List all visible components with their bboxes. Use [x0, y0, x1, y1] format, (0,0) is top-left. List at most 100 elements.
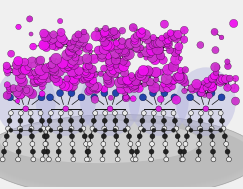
Circle shape [119, 81, 127, 88]
Circle shape [208, 90, 215, 97]
Circle shape [156, 51, 165, 60]
Circle shape [17, 90, 23, 97]
Circle shape [96, 34, 103, 41]
Circle shape [16, 157, 21, 162]
Circle shape [69, 77, 75, 83]
Circle shape [225, 59, 230, 64]
Circle shape [57, 90, 63, 97]
Circle shape [64, 76, 70, 82]
Circle shape [100, 157, 105, 162]
Circle shape [180, 36, 188, 43]
Ellipse shape [0, 119, 243, 189]
Circle shape [207, 87, 212, 92]
Circle shape [122, 111, 127, 115]
Circle shape [130, 83, 139, 92]
Circle shape [39, 84, 45, 90]
Circle shape [164, 33, 169, 38]
Circle shape [62, 50, 73, 60]
Circle shape [58, 126, 62, 131]
Circle shape [58, 118, 63, 123]
Circle shape [158, 47, 164, 53]
Circle shape [34, 75, 43, 85]
Circle shape [83, 63, 90, 70]
Circle shape [166, 47, 173, 54]
Circle shape [100, 28, 109, 36]
Circle shape [170, 76, 178, 84]
Circle shape [188, 85, 197, 93]
Circle shape [159, 56, 167, 64]
Circle shape [16, 24, 21, 30]
Circle shape [157, 96, 164, 103]
Ellipse shape [0, 120, 243, 189]
Circle shape [197, 90, 204, 97]
Circle shape [201, 80, 206, 85]
Circle shape [58, 18, 63, 24]
Circle shape [168, 35, 175, 41]
Circle shape [139, 126, 143, 131]
Circle shape [43, 142, 48, 146]
Circle shape [179, 157, 184, 162]
Circle shape [3, 91, 11, 100]
Circle shape [43, 43, 51, 52]
Circle shape [140, 36, 146, 42]
Circle shape [27, 57, 38, 68]
Circle shape [124, 77, 132, 85]
Circle shape [164, 40, 170, 47]
Ellipse shape [0, 67, 56, 136]
Ellipse shape [0, 119, 243, 189]
Circle shape [41, 31, 52, 42]
Circle shape [115, 157, 120, 162]
Circle shape [48, 111, 53, 115]
Circle shape [115, 77, 125, 88]
Circle shape [214, 64, 220, 70]
Circle shape [117, 86, 124, 93]
Circle shape [82, 54, 92, 64]
Circle shape [163, 83, 173, 92]
Circle shape [17, 142, 21, 146]
Circle shape [104, 32, 111, 38]
Circle shape [106, 58, 113, 65]
Circle shape [70, 46, 77, 53]
Circle shape [17, 126, 22, 131]
Circle shape [122, 91, 127, 96]
Circle shape [47, 35, 57, 44]
Circle shape [95, 27, 99, 32]
Circle shape [51, 53, 62, 64]
Circle shape [52, 43, 60, 50]
Circle shape [90, 82, 99, 91]
Circle shape [114, 64, 123, 73]
Circle shape [84, 68, 95, 78]
Circle shape [137, 71, 144, 78]
Circle shape [81, 29, 87, 35]
Circle shape [28, 90, 35, 97]
Circle shape [46, 157, 51, 162]
Circle shape [141, 111, 146, 115]
Circle shape [4, 82, 10, 88]
Circle shape [208, 82, 217, 91]
Circle shape [40, 157, 45, 162]
Circle shape [102, 126, 107, 131]
Circle shape [151, 118, 156, 123]
Circle shape [142, 128, 146, 132]
Circle shape [167, 30, 174, 36]
Circle shape [12, 67, 21, 76]
Circle shape [188, 84, 195, 92]
Circle shape [138, 52, 143, 58]
Circle shape [204, 80, 211, 87]
Circle shape [82, 44, 91, 53]
Circle shape [49, 128, 53, 132]
Circle shape [135, 84, 143, 93]
Circle shape [157, 69, 164, 75]
Circle shape [30, 134, 35, 139]
Circle shape [177, 142, 182, 146]
Circle shape [171, 94, 178, 101]
Circle shape [48, 60, 56, 68]
Circle shape [14, 56, 23, 66]
Circle shape [9, 128, 13, 132]
Circle shape [46, 126, 51, 131]
Circle shape [15, 93, 20, 98]
Circle shape [130, 80, 139, 89]
Circle shape [97, 52, 107, 62]
Circle shape [3, 62, 10, 69]
Circle shape [173, 73, 180, 81]
